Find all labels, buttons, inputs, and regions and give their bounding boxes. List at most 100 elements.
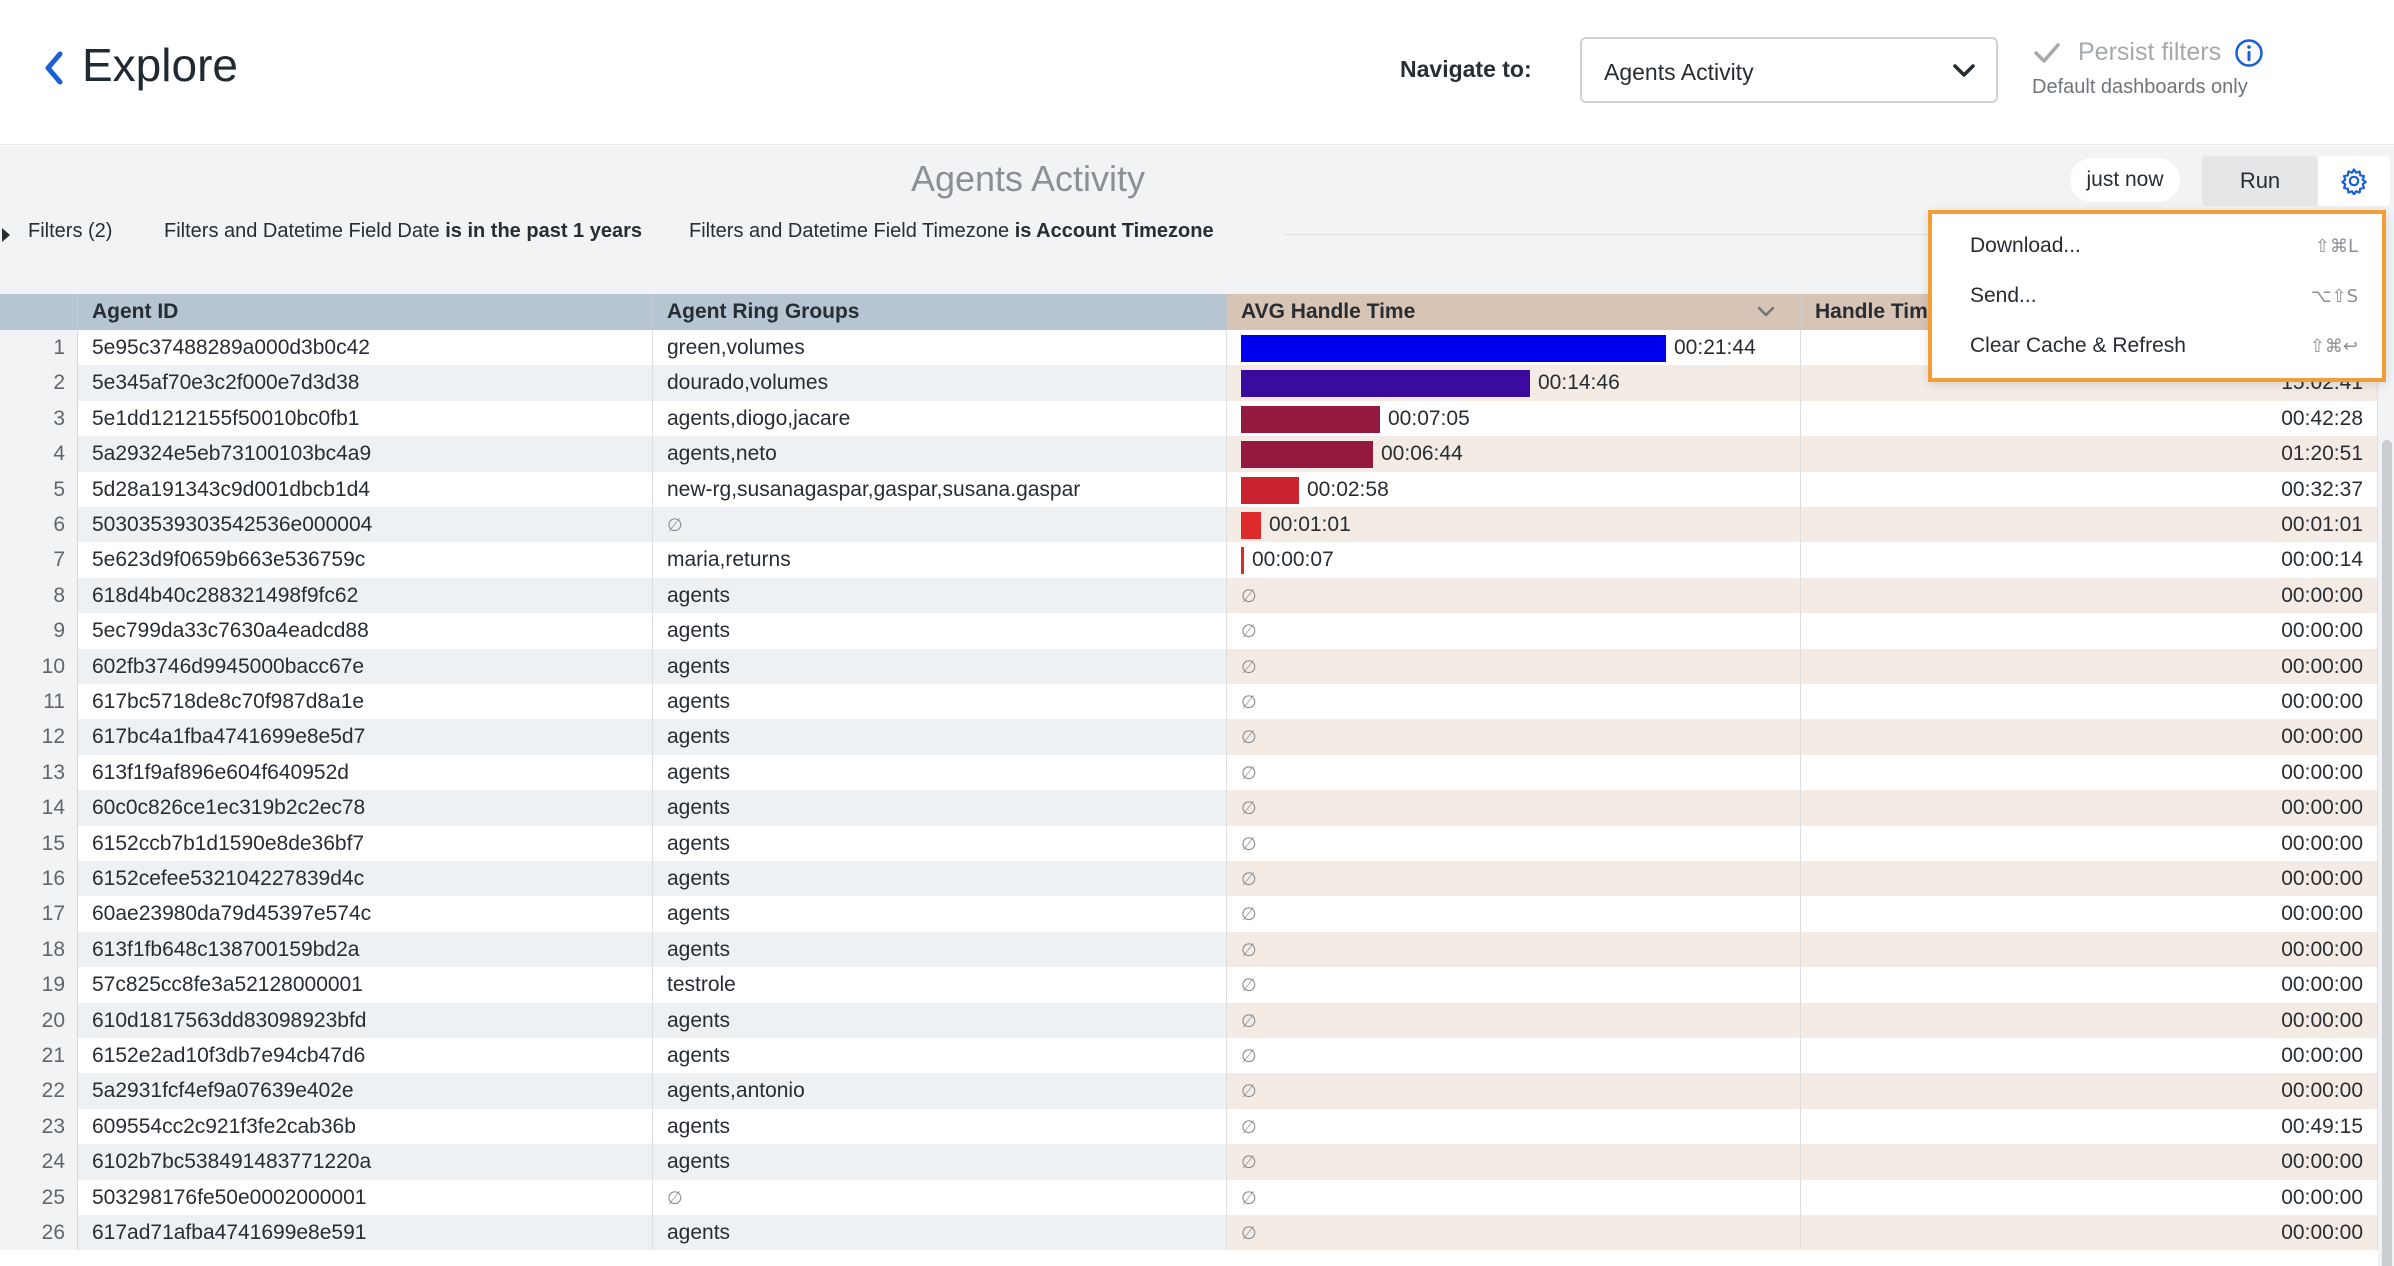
- agent-ring-groups-cell[interactable]: testrole: [653, 967, 1227, 1003]
- agent-id-cell[interactable]: 6102b7bc538491483771220a: [78, 1144, 653, 1180]
- table-row[interactable]: 20 610d1817563dd83098923bfd agents ∅ 00:00:0…: [0, 1002, 2378, 1038]
- handle-time-cell[interactable]: 00:00:00: [1801, 754, 2378, 791]
- avg-handle-time-cell[interactable]: ∅: [1227, 1108, 1801, 1145]
- agent-id-cell[interactable]: 5a2931fcf4ef9a07639e402e: [78, 1073, 653, 1109]
- agent-id-cell[interactable]: 6152e2ad10f3db7e94cb47d6: [78, 1038, 653, 1074]
- navigate-to-select[interactable]: Agents Activity: [1580, 37, 1998, 103]
- agent-ring-groups-cell[interactable]: agents: [653, 719, 1227, 755]
- agent-id-cell[interactable]: 50303539303542536e000004: [78, 507, 653, 543]
- avg-handle-time-cell[interactable]: ∅: [1227, 861, 1801, 897]
- agent-ring-groups-cell[interactable]: new-rg,susanagaspar,gaspar,susana.gaspar: [653, 471, 1227, 507]
- table-row[interactable]: 25 503298176fe50e0002000001 ∅ ∅ 00:00:00: [0, 1179, 2378, 1215]
- agent-ring-groups-cell[interactable]: agents: [653, 931, 1227, 968]
- sort-chevron-down-icon[interactable]: [1756, 304, 1776, 320]
- run-button[interactable]: Run: [2202, 156, 2318, 206]
- menu-item-send[interactable]: Send... ⌥⇧S: [1932, 272, 2382, 322]
- avg-handle-time-cell[interactable]: ∅: [1227, 648, 1801, 684]
- table-row[interactable]: 11 617bc5718de8c70f987d8a1e agents ∅ 00:00:0…: [0, 684, 2378, 720]
- agent-id-cell[interactable]: 5d28a191343c9d001dbcb1d4: [78, 471, 653, 507]
- agent-ring-groups-cell[interactable]: ∅: [653, 507, 1227, 543]
- agent-id-cell[interactable]: 617bc4a1fba4741699e8e5d7: [78, 719, 653, 755]
- table-row[interactable]: 10 602fb3746d9945000bacc67e agents ∅ 00:00:0…: [0, 648, 2378, 684]
- handle-time-cell[interactable]: 00:00:00: [1801, 931, 2378, 968]
- header-agent-ring-groups[interactable]: Agent Ring Groups: [653, 294, 1227, 330]
- table-row[interactable]: 5 5d28a191343c9d001dbcb1d4 new-rg,susanaga…: [0, 471, 2378, 507]
- agent-ring-groups-cell[interactable]: ∅: [653, 1179, 1227, 1215]
- agent-ring-groups-cell[interactable]: agents,neto: [653, 436, 1227, 472]
- handle-time-cell[interactable]: 01:20:51: [1801, 436, 2378, 472]
- handle-time-cell[interactable]: 00:00:00: [1801, 577, 2378, 614]
- handle-time-cell[interactable]: 00:00:00: [1801, 684, 2378, 720]
- agent-ring-groups-cell[interactable]: agents: [653, 577, 1227, 614]
- agent-id-cell[interactable]: 613f1f9af896e604f640952d: [78, 754, 653, 791]
- handle-time-cell[interactable]: 00:00:00: [1801, 1073, 2378, 1109]
- handle-time-cell[interactable]: 00:00:00: [1801, 861, 2378, 897]
- table-row[interactable]: 14 60c0c826ce1ec319b2c2ec78 agents ∅ 00:00:0…: [0, 790, 2378, 826]
- avg-handle-time-cell[interactable]: ∅: [1227, 896, 1801, 932]
- handle-time-cell[interactable]: 00:00:00: [1801, 719, 2378, 755]
- handle-time-cell[interactable]: 00:00:00: [1801, 1179, 2378, 1215]
- agent-ring-groups-cell[interactable]: agents,diogo,jacare: [653, 400, 1227, 437]
- table-row[interactable]: 21 6152e2ad10f3db7e94cb47d6 agents ∅ 00:00:0…: [0, 1038, 2378, 1074]
- handle-time-cell[interactable]: 00:00:00: [1801, 825, 2378, 861]
- agent-id-cell[interactable]: 5e345af70e3c2f000e7d3d38: [78, 365, 653, 401]
- handle-time-cell[interactable]: 00:00:14: [1801, 542, 2378, 578]
- table-row[interactable]: 15 6152ccb7b1d1590e8de36bf7 agents ∅ 00:00:0…: [0, 825, 2378, 861]
- agent-ring-groups-cell[interactable]: agents: [653, 896, 1227, 932]
- handle-time-cell[interactable]: 00:42:28: [1801, 400, 2378, 437]
- agent-id-cell[interactable]: 617ad71afba4741699e8e591: [78, 1215, 653, 1251]
- chevron-left-icon[interactable]: [40, 48, 68, 88]
- table-row[interactable]: 19 57c825cc8fe3a52128000001 testrole ∅ 00:00…: [0, 967, 2378, 1003]
- avg-handle-time-cell[interactable]: ∅: [1227, 931, 1801, 968]
- avg-handle-time-cell[interactable]: ∅: [1227, 790, 1801, 826]
- avg-handle-time-cell[interactable]: 00:14:46: [1227, 365, 1801, 401]
- agent-id-cell[interactable]: 5a29324e5eb73100103bc4a9: [78, 436, 653, 472]
- menu-item-download[interactable]: Download... ⇧⌘L: [1932, 222, 2382, 272]
- agent-id-cell[interactable]: 6152ccb7b1d1590e8de36bf7: [78, 825, 653, 861]
- agent-ring-groups-cell[interactable]: dourado,volumes: [653, 365, 1227, 401]
- agent-ring-groups-cell[interactable]: agents: [653, 861, 1227, 897]
- header-agent-id[interactable]: Agent ID: [78, 294, 653, 330]
- handle-time-cell[interactable]: 00:00:00: [1801, 1002, 2378, 1038]
- handle-time-cell[interactable]: 00:32:37: [1801, 471, 2378, 507]
- agent-ring-groups-cell[interactable]: agents: [653, 613, 1227, 649]
- agent-id-cell[interactable]: 609554cc2c921f3fe2cab36b: [78, 1108, 653, 1145]
- handle-time-cell[interactable]: 00:00:00: [1801, 648, 2378, 684]
- avg-handle-time-cell[interactable]: 00:21:44: [1227, 330, 1801, 366]
- settings-button[interactable]: [2318, 156, 2390, 206]
- agent-id-cell[interactable]: 6152cefee532104227839d4c: [78, 861, 653, 897]
- agent-ring-groups-cell[interactable]: maria,returns: [653, 542, 1227, 578]
- handle-time-cell[interactable]: 00:00:00: [1801, 1038, 2378, 1074]
- table-row[interactable]: 4 5a29324e5eb73100103bc4a9 agents,neto 00:0…: [0, 436, 2378, 472]
- filter-timezone[interactable]: Filters and Datetime Field Timezone is A…: [689, 220, 1214, 243]
- agent-id-cell[interactable]: 617bc5718de8c70f987d8a1e: [78, 684, 653, 720]
- handle-time-cell[interactable]: 00:00:00: [1801, 967, 2378, 1003]
- avg-handle-time-cell[interactable]: ∅: [1227, 1038, 1801, 1074]
- avg-handle-time-cell[interactable]: ∅: [1227, 1215, 1801, 1251]
- handle-time-cell[interactable]: 00:00:00: [1801, 1144, 2378, 1180]
- avg-handle-time-cell[interactable]: 00:06:44: [1227, 436, 1801, 472]
- avg-handle-time-cell[interactable]: ∅: [1227, 754, 1801, 791]
- table-row[interactable]: 6 50303539303542536e000004 ∅ 00:01:01 00:01:…: [0, 507, 2378, 543]
- avg-handle-time-cell[interactable]: ∅: [1227, 967, 1801, 1003]
- table-row[interactable]: 8 618d4b40c288321498f9fc62 agents ∅ 00:00:00: [0, 577, 2378, 614]
- agent-ring-groups-cell[interactable]: agents: [653, 684, 1227, 720]
- agent-id-cell[interactable]: 618d4b40c288321498f9fc62: [78, 577, 653, 614]
- agent-id-cell[interactable]: 57c825cc8fe3a52128000001: [78, 967, 653, 1003]
- agent-ring-groups-cell[interactable]: agents: [653, 1038, 1227, 1074]
- avg-handle-time-cell[interactable]: ∅: [1227, 825, 1801, 861]
- agent-id-cell[interactable]: 5e1dd1212155f50010bc0fb1: [78, 400, 653, 437]
- agent-id-cell[interactable]: 602fb3746d9945000bacc67e: [78, 648, 653, 684]
- agent-id-cell[interactable]: 60ae23980da79d45397e574c: [78, 896, 653, 932]
- check-icon[interactable]: [2030, 36, 2064, 70]
- table-row[interactable]: 16 6152cefee532104227839d4c agents ∅ 00:00:0…: [0, 861, 2378, 897]
- agent-ring-groups-cell[interactable]: agents: [653, 1215, 1227, 1251]
- table-row[interactable]: 7 5e623d9f0659b663e536759c maria,returns 00…: [0, 542, 2378, 578]
- avg-handle-time-cell[interactable]: 00:01:01: [1227, 507, 1801, 543]
- avg-handle-time-cell[interactable]: ∅: [1227, 1179, 1801, 1215]
- menu-item-clear-cache-refresh[interactable]: Clear Cache & Refresh ⇧⌘↩: [1932, 322, 2382, 372]
- avg-handle-time-cell[interactable]: ∅: [1227, 613, 1801, 649]
- avg-handle-time-cell[interactable]: ∅: [1227, 1073, 1801, 1109]
- agent-ring-groups-cell[interactable]: agents: [653, 1108, 1227, 1145]
- agent-ring-groups-cell[interactable]: agents: [653, 648, 1227, 684]
